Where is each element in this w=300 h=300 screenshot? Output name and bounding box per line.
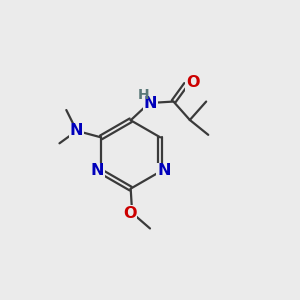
Text: N: N [70,123,83,138]
Text: N: N [91,164,104,178]
Text: O: O [123,206,136,221]
Text: N: N [144,95,157,110]
Text: H: H [137,88,149,102]
Text: N: N [157,164,171,178]
Text: O: O [186,75,199,90]
